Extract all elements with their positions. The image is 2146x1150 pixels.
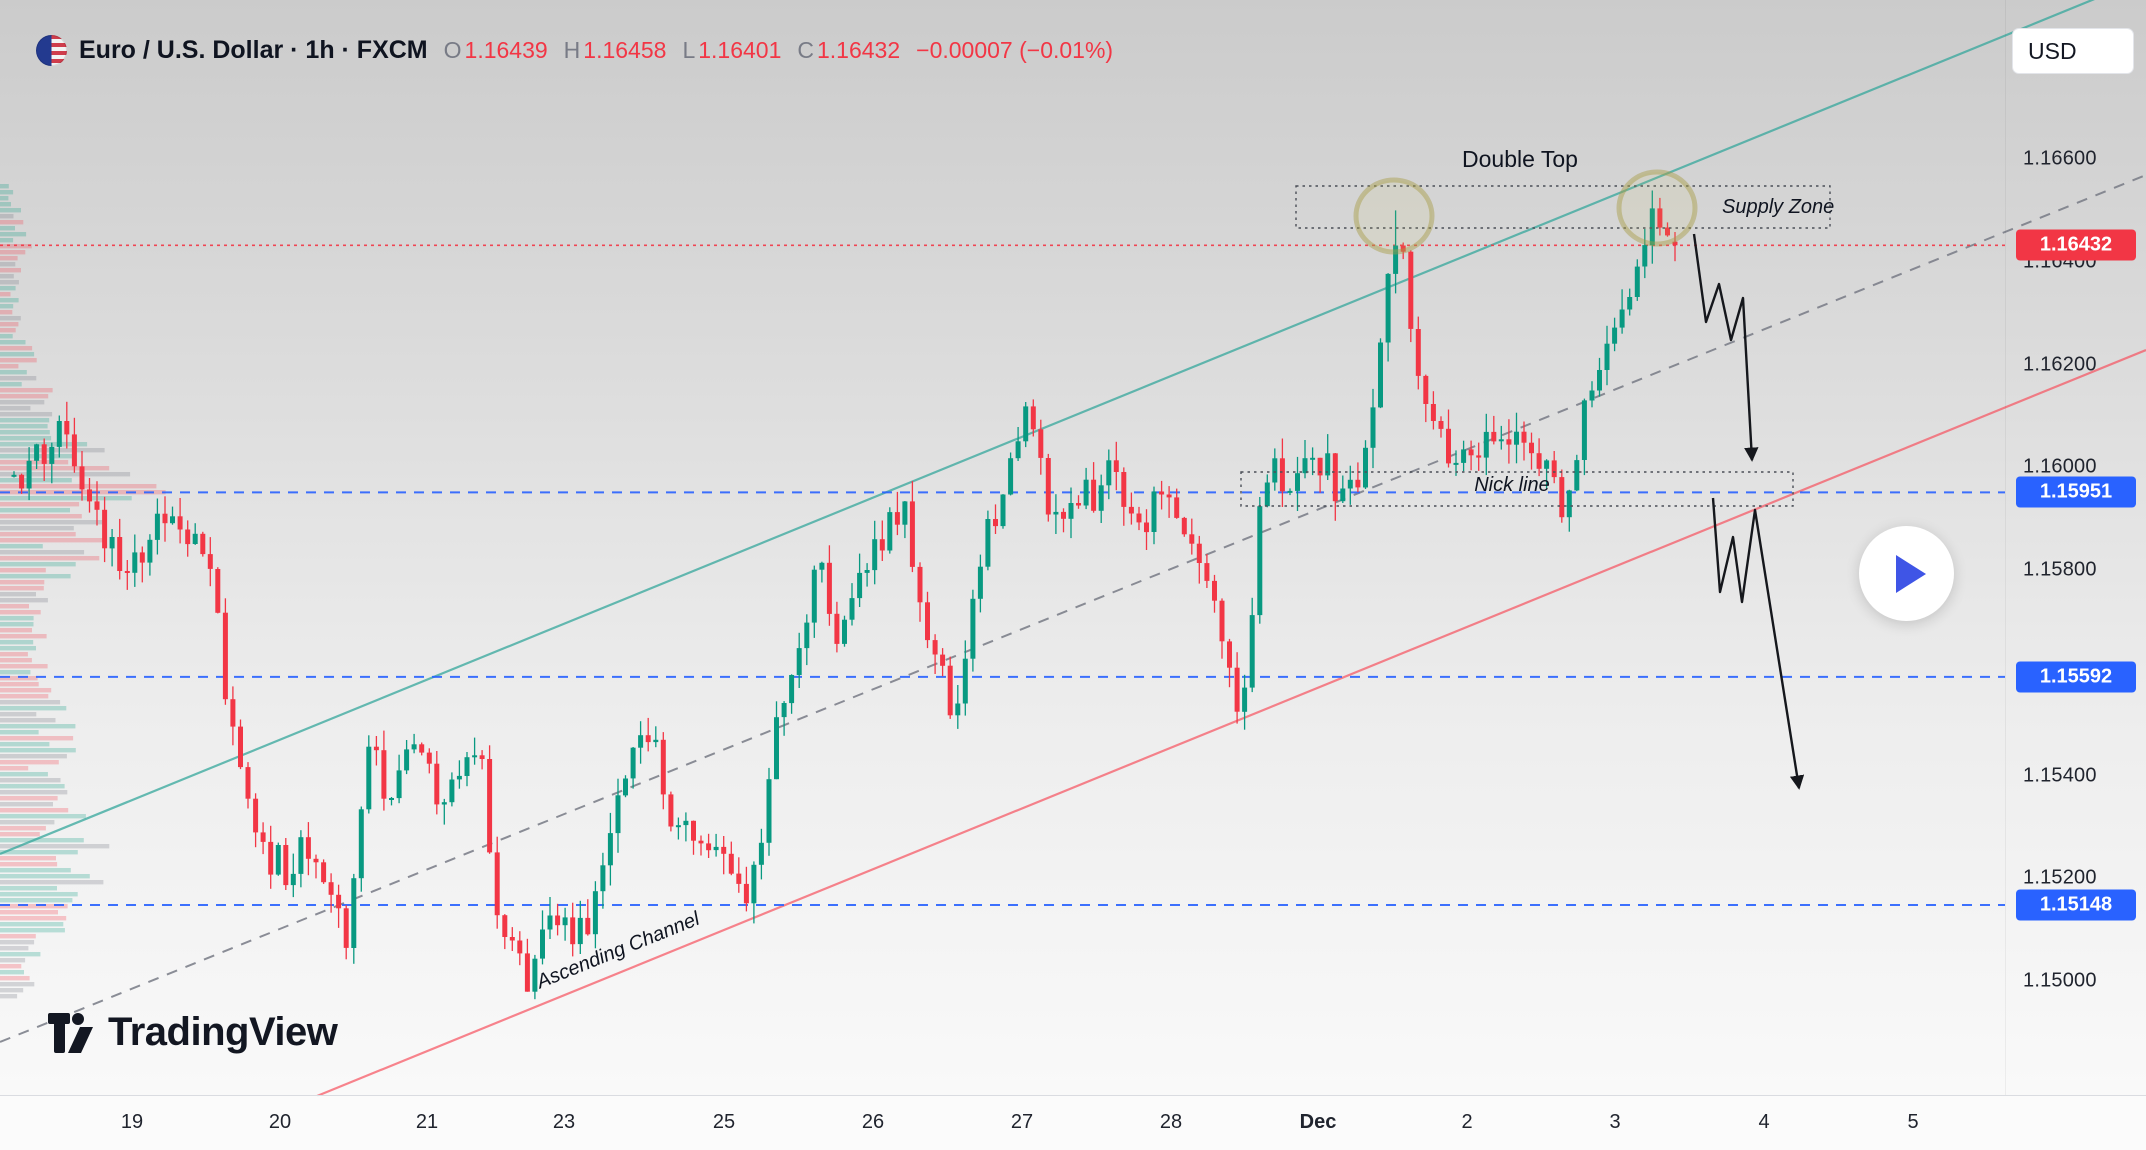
eurusd-flag-icon [36,34,67,66]
projection-arrows [1692,233,1805,790]
change-value: −0.00007 (−0.01%) [916,36,1114,63]
time-axis-label: 28 [1159,1111,1183,1133]
price-axis-tick: 1.16000 [2023,455,2097,478]
time-axis-label: 23 [552,1111,576,1133]
currency-selector-button[interactable]: USD [2012,28,2134,74]
level-price-badge: 1.15951 [2016,476,2136,508]
currency-selector-label: USD [2028,37,2077,64]
price-axis-tick: 1.15400 [2023,764,2097,786]
nick-line-annotation[interactable]: Nick line [1474,474,1550,496]
symbol-header: Euro / U.S. Dollar · 1h · FXCM O 1.16439… [36,26,1113,74]
open-label: O [443,36,462,63]
time-axis[interactable]: 19 20 21 23 25 26 27 28 Dec 2 3 4 5 [0,1095,2146,1150]
high-value: 1.16458 [583,36,667,63]
level-price-badge: 1.15148 [2016,889,2136,921]
supply-zone-annotation[interactable]: Supply Zone [1722,196,1835,218]
play-icon [1896,554,1926,593]
high-label: H [563,36,581,63]
time-axis-label: 20 [268,1111,292,1133]
time-axis-label: 27 [1010,1111,1034,1133]
volume-profile [0,184,166,999]
price-level-lines [0,244,2005,906]
time-axis-label: 2 [1461,1111,1473,1133]
price-axis-tick: 1.15000 [2023,969,2097,992]
tradingview-logo[interactable]: TradingView [48,1010,338,1055]
time-axis-label: Dec [1299,1111,1337,1133]
current-price-badge: 1.16432 [2016,229,2136,261]
annotation-zones [1240,169,1831,507]
candlesticks [11,190,1678,1000]
replay-play-button[interactable] [1859,526,1954,621]
time-axis-label: 19 [120,1111,144,1133]
level-price-badge: 1.15592 [2016,661,2136,693]
price-axis-tick: 1.16200 [2023,353,2097,375]
close-value: 1.16432 [817,36,901,63]
price-axis[interactable]: 1.16600 1.16400 1.16200 1.16000 1.15800 1.154… [2005,0,2146,1095]
time-axis-label: 26 [861,1111,885,1133]
time-axis-label: 3 [1609,1111,1621,1133]
time-axis-label: 4 [1758,1111,1770,1133]
tradingview-wordmark: TradingView [108,1010,338,1054]
tradingview-logomark-icon [48,1012,93,1053]
low-value: 1.16401 [698,36,782,63]
open-value: 1.16439 [464,36,548,63]
symbol-title[interactable]: Euro / U.S. Dollar · 1h · FXCM [79,35,428,64]
time-axis-label: 25 [712,1111,736,1133]
time-axis-label: 5 [1907,1111,1919,1133]
double-top-annotation[interactable]: Double Top [1462,146,1578,172]
price-axis-tick: 1.16600 [2023,147,2097,170]
price-axis-tick: 1.15200 [2023,866,2097,889]
price-axis-tick: 1.15800 [2023,558,2097,581]
ohlc-readout: O 1.16439 H 1.16458 L 1.16401 C 1.16432 … [428,37,1113,64]
low-label: L [682,36,696,63]
close-label: C [797,36,814,63]
channel-lines [0,0,2146,1098]
time-axis-label: 21 [415,1111,439,1133]
